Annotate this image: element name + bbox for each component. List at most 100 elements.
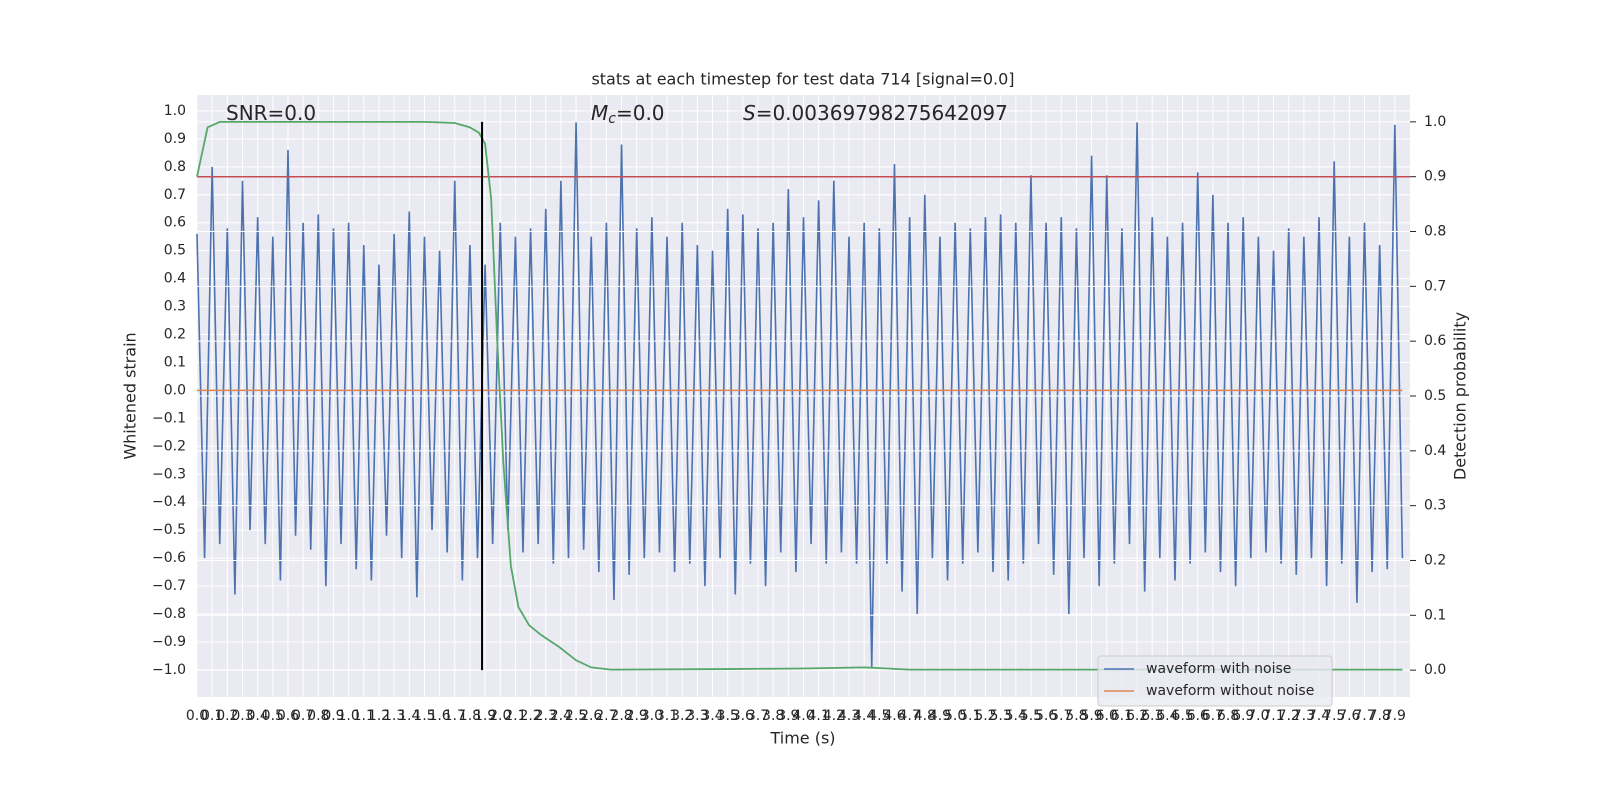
y-tick-label: 0.2 — [164, 327, 186, 343]
x-tick-label: 4.1 — [808, 708, 830, 724]
x-tick-label: 7.8 — [1369, 708, 1391, 724]
x-tick-label: 5.0 — [944, 708, 966, 724]
x-tick-label: 2.5 — [565, 708, 587, 724]
y-tick-label: −0.7 — [152, 578, 186, 594]
y2-tick-label: 1.0 — [1424, 114, 1446, 130]
x-tick-label: 6.0 — [1096, 708, 1118, 724]
x-tick-label: 4.3 — [838, 708, 860, 724]
y-tick-label: 0.8 — [164, 159, 186, 175]
x-tick-label: 4.0 — [792, 708, 814, 724]
x-tick-label: 1.4 — [398, 708, 420, 724]
y2-tick-label: 0.3 — [1424, 498, 1446, 514]
y2-tick-label: 0.2 — [1424, 552, 1446, 568]
y-tick-label: −0.6 — [152, 550, 186, 566]
annotation-rest: =0.0 — [616, 101, 665, 125]
x-tick-label: 7.4 — [1308, 708, 1330, 724]
y2-axis-label: Detection probability — [1451, 312, 1470, 480]
annotation: S=0.00369798275642097 — [743, 101, 1008, 125]
x-tick-label: 1.6 — [428, 708, 450, 724]
x-tick-label: 7.7 — [1353, 708, 1375, 724]
x-tick-label: 3.0 — [641, 708, 663, 724]
x-tick-label: 0.0 — [186, 708, 208, 724]
y-tick-label: −1.0 — [152, 662, 186, 678]
x-tick-label: 0.1 — [201, 708, 223, 724]
x-tick-label: 7.3 — [1293, 708, 1315, 724]
x-tick-label: 3.5 — [717, 708, 739, 724]
x-tick-label: 4.6 — [883, 708, 905, 724]
y2-tick-label: 0.6 — [1424, 333, 1446, 349]
x-tick-label: 3.3 — [686, 708, 708, 724]
x-tick-label: 2.7 — [595, 708, 617, 724]
x-tick-label: 5.7 — [1050, 708, 1072, 724]
y-tick-label: −0.2 — [152, 438, 186, 454]
x-tick-label: 5.2 — [974, 708, 996, 724]
x-tick-label: 7.1 — [1262, 708, 1284, 724]
y-axis-label: Whitened strain — [121, 332, 140, 459]
x-tick-label: 6.3 — [1141, 708, 1163, 724]
x-tick-label: 2.3 — [535, 708, 557, 724]
y2-tick-label: 0.5 — [1424, 388, 1446, 404]
detection-probability-line — [196, 120, 1403, 671]
x-tick-label: 3.6 — [732, 708, 754, 724]
x-tick-label: 0.7 — [292, 708, 314, 724]
x-tick-label: 5.9 — [1080, 708, 1102, 724]
x-axis-label: Time (s) — [769, 729, 835, 748]
x-tick-label: 6.6 — [1187, 708, 1209, 724]
x-tick-label: 4.5 — [868, 708, 890, 724]
x-tick-label: 1.7 — [444, 708, 466, 724]
legend-label: waveform with noise — [1146, 661, 1291, 677]
y-tick-label: −0.4 — [152, 494, 186, 510]
x-tick-label: 0.4 — [247, 708, 269, 724]
x-tick-label: 2.2 — [519, 708, 541, 724]
x-tick-label: 1.0 — [337, 708, 359, 724]
y-tick-label: 0.0 — [164, 382, 186, 398]
x-tick-label: 7.9 — [1384, 708, 1406, 724]
x-tick-label: 7.5 — [1323, 708, 1345, 724]
x-tick-label: 5.5 — [1020, 708, 1042, 724]
annotation-main: S — [743, 101, 756, 125]
x-tick-label: 1.8 — [459, 708, 481, 724]
x-tick-label: 1.3 — [383, 708, 405, 724]
x-tick-label: 6.1 — [1111, 708, 1133, 724]
x-tick-label: 7.0 — [1247, 708, 1269, 724]
x-tick-label: 0.6 — [277, 708, 299, 724]
x-tick-label: 0.2 — [216, 708, 238, 724]
legend-box — [1097, 655, 1333, 707]
y-tick-label: 0.3 — [164, 299, 186, 315]
annotation: SNR=0.0 — [226, 101, 316, 125]
x-tick-label: 4.7 — [899, 708, 921, 724]
x-tick-label: 6.4 — [1156, 708, 1178, 724]
x-tick-label: 6.8 — [1217, 708, 1239, 724]
y-tick-label: 0.4 — [164, 271, 186, 287]
x-tick-label: 4.4 — [853, 708, 875, 724]
x-tick-label: 3.7 — [747, 708, 769, 724]
x-tick-label: 6.9 — [1232, 708, 1254, 724]
y-tick-label: −0.8 — [152, 606, 186, 622]
y-tick-label: 0.1 — [164, 354, 186, 370]
x-tick-label: 6.2 — [1126, 708, 1148, 724]
x-tick-label: 3.2 — [671, 708, 693, 724]
y2-tick-label: 0.4 — [1424, 443, 1446, 459]
y2-tick-label: 0.1 — [1424, 607, 1446, 623]
y2-tick-label: 0.0 — [1424, 662, 1446, 678]
x-tick-label: 1.1 — [353, 708, 375, 724]
y-tick-label: −0.5 — [152, 522, 186, 538]
x-tick-label: 5.3 — [989, 708, 1011, 724]
y-tick-label: 1.0 — [164, 103, 186, 119]
y-tick-label: 0.5 — [164, 243, 186, 259]
x-tick-label: 2.1 — [504, 708, 526, 724]
annotation-sub: c — [608, 111, 616, 127]
chart-title: stats at each timestep for test data 714… — [591, 70, 1014, 89]
x-tick-label: 4.9 — [929, 708, 951, 724]
annotation-rest: =0.00369798275642097 — [756, 101, 1008, 125]
x-tick-label: 7.6 — [1338, 708, 1360, 724]
y-tick-label: −0.1 — [152, 410, 186, 426]
x-tick-label: 7.2 — [1278, 708, 1300, 724]
annotation-main: M — [591, 101, 608, 125]
legend-label: waveform without noise — [1146, 683, 1314, 699]
annotation-main: SNR=0.0 — [226, 101, 316, 125]
x-tick-label: 6.7 — [1202, 708, 1224, 724]
y2-tick-label: 0.7 — [1424, 278, 1446, 294]
